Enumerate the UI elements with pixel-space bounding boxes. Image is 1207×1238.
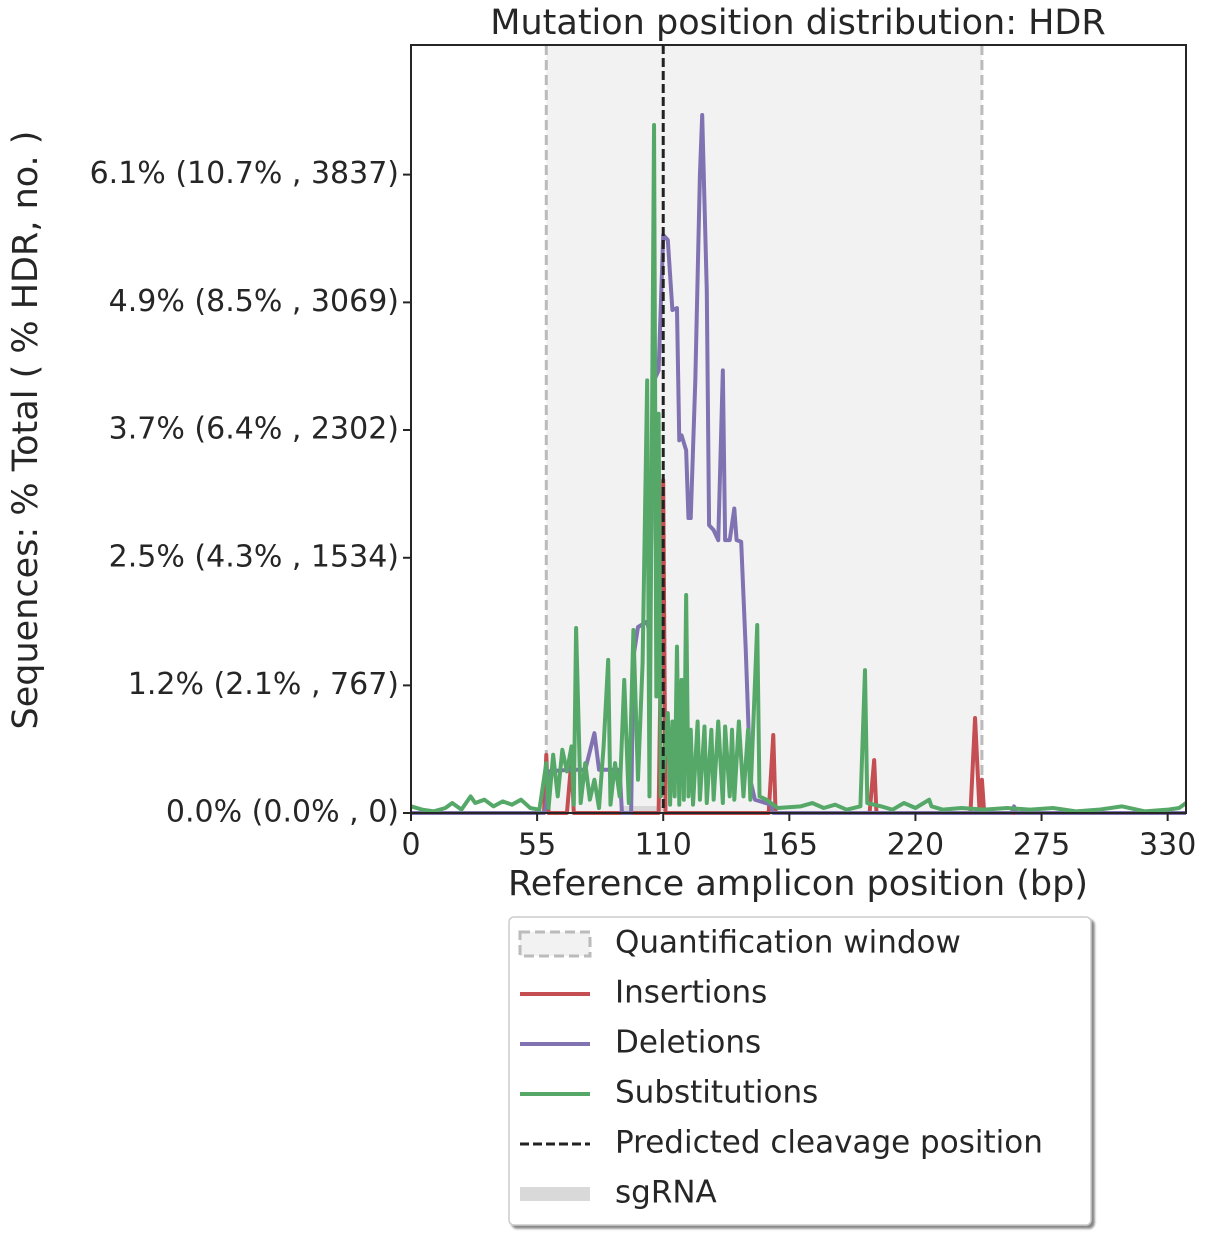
y-tick-label: 0.0% (0.0% , 0) [166, 795, 399, 830]
x-tick-label: 110 [635, 828, 692, 863]
x-tick-label: 0 [401, 828, 420, 863]
quantification-window [546, 45, 982, 813]
y-tick-label: 3.7% (6.4% , 2302) [109, 411, 399, 446]
x-tick-label: 165 [761, 828, 818, 863]
y-tick-label: 6.1% (10.7% , 3837) [90, 156, 399, 191]
x-tick-label: 275 [1013, 828, 1070, 863]
y-axis-label: Sequences: % Total ( % HDR, no. ) [6, 131, 46, 730]
x-tick-label: 55 [518, 828, 556, 863]
chart-title: Mutation position distribution: HDR [490, 3, 1105, 43]
legend-label: Quantification window [615, 925, 961, 961]
legend-swatch [518, 930, 592, 958]
y-tick-label: 1.2% (2.1% , 767) [128, 667, 399, 702]
x-tick-label: 220 [887, 828, 944, 863]
series-line [410, 123, 1188, 814]
sgrna [619, 806, 666, 813]
legend-label: Insertions [615, 975, 767, 1011]
legend-box [508, 916, 1092, 1226]
x-tick-label: 330 [1139, 828, 1196, 863]
legend-label: sgRNA [615, 1175, 717, 1211]
legend-label: Substitutions [615, 1075, 818, 1111]
legend-label: Deletions [615, 1025, 761, 1061]
y-tick-label: 4.9% (8.5% , 3069) [109, 284, 399, 319]
y-tick-label: 2.5% (4.3% , 1534) [109, 539, 399, 574]
x-axis-label: Reference amplicon position (bp) [508, 864, 1088, 904]
legend-label: Predicted cleavage position [615, 1125, 1043, 1161]
